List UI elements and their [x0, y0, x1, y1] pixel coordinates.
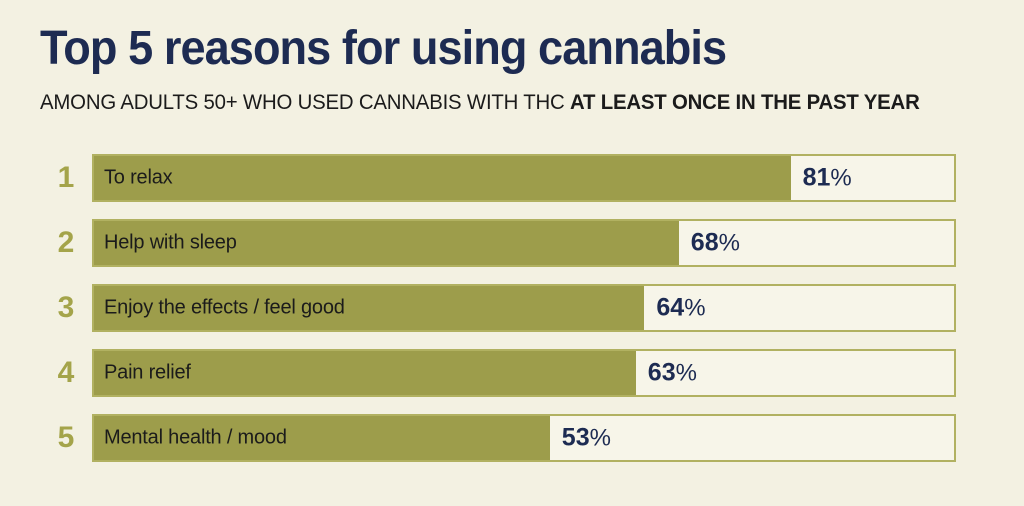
percent-sign-icon: %: [675, 359, 697, 387]
rank-number: 4: [57, 356, 75, 389]
bar-value: 63%: [648, 359, 697, 388]
bar-row: 3 Enjoy the effects / feel good 64%: [40, 284, 956, 332]
rank-number: 2: [57, 226, 75, 259]
bar-value: 81%: [803, 164, 852, 193]
rank-number: 3: [57, 291, 75, 324]
percent-sign-icon: %: [589, 424, 611, 452]
bar-value: 68%: [691, 229, 740, 258]
bar-fill: [94, 416, 550, 460]
bar-label: Mental health / mood: [104, 426, 287, 449]
bar-row: 4 Pain relief 63%: [40, 349, 956, 397]
bar-track: To relax 81%: [92, 154, 956, 202]
bar-track: Pain relief 63%: [92, 349, 956, 397]
bar-track: Enjoy the effects / feel good 64%: [92, 284, 956, 332]
subtitle-regular: AMONG ADULTS 50+ WHO USED CANNABIS WITH …: [40, 91, 571, 114]
bar-track: Help with sleep 68%: [92, 219, 956, 267]
rank-number: 5: [57, 421, 75, 454]
bar-value-number: 81: [802, 163, 831, 192]
bar-row: 5 Mental health / mood 53%: [40, 414, 956, 462]
bar-fill: [94, 221, 679, 265]
percent-sign-icon: %: [684, 294, 706, 322]
percent-sign-icon: %: [718, 229, 740, 257]
page-title: Top 5 reasons for using cannabis: [40, 22, 727, 75]
bar-value: 53%: [562, 424, 611, 453]
bar-fill: [94, 156, 791, 200]
bar-row: 1 To relax 81%: [40, 154, 956, 202]
bar-fill: [94, 351, 636, 395]
subtitle-bold: AT LEAST ONCE IN THE PAST YEAR: [570, 91, 920, 114]
bar-label: Help with sleep: [104, 231, 237, 254]
bar-label: To relax: [104, 166, 173, 189]
bar-value-number: 53: [561, 423, 590, 452]
bar-value-number: 64: [656, 293, 685, 322]
bar-label: Pain relief: [104, 361, 191, 384]
bar-fill: [94, 286, 645, 330]
bar-value-number: 68: [690, 228, 719, 257]
percent-sign-icon: %: [830, 164, 852, 192]
bar-chart: 1 To relax 81% 2 Help with sleep 68% 3 E…: [40, 154, 956, 479]
bar-label: Enjoy the effects / feel good: [104, 296, 345, 319]
bar-track: Mental health / mood 53%: [92, 414, 956, 462]
bar-value-number: 63: [647, 358, 676, 387]
subtitle: AMONG ADULTS 50+ WHO USED CANNABIS WITH …: [40, 91, 920, 115]
rank-number: 1: [57, 161, 75, 194]
bar-row: 2 Help with sleep 68%: [40, 219, 956, 267]
bar-value: 64%: [656, 294, 705, 323]
